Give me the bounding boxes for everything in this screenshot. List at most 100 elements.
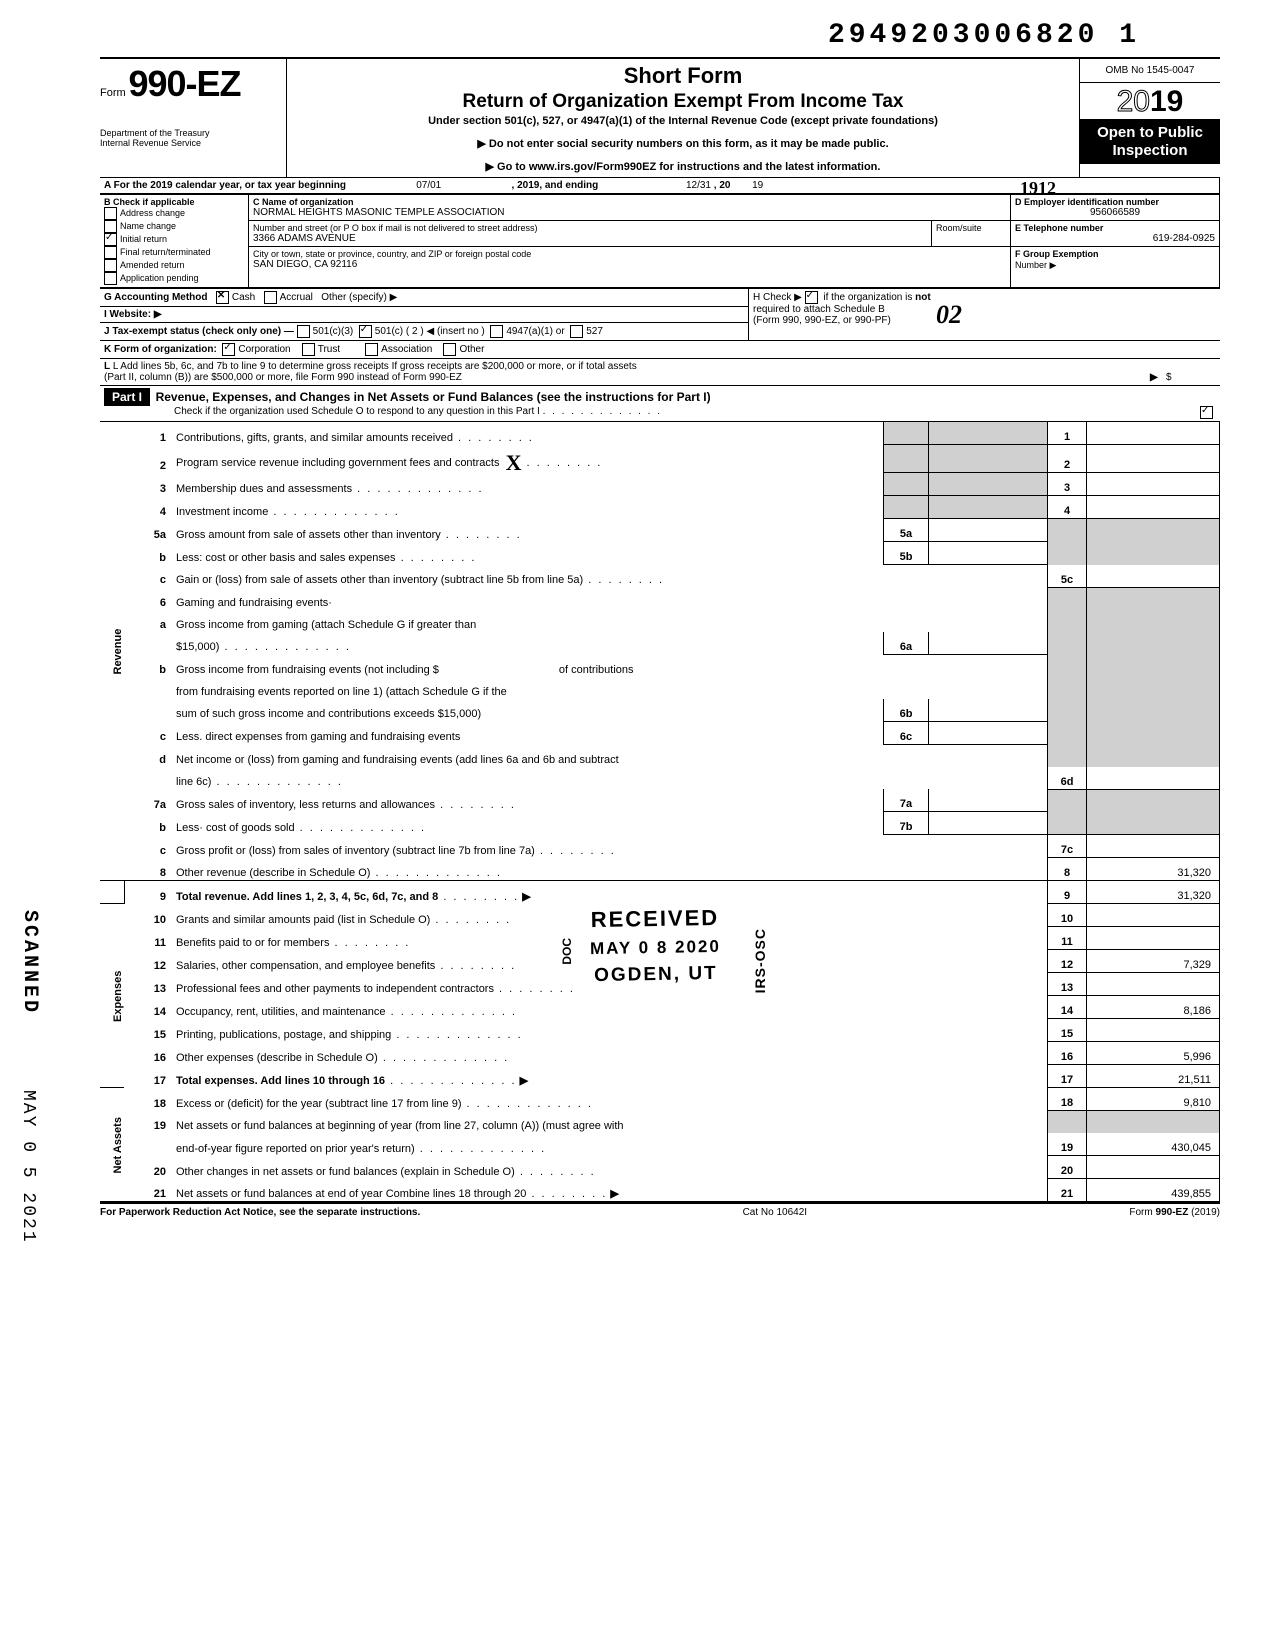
box-e-label: E Telephone number (1015, 223, 1215, 233)
chk-amended-return[interactable] (104, 259, 117, 272)
stamp-side-right: IRS-OSC (752, 928, 768, 993)
lbl-501c-suffix: ) ◀ (insert no ) (420, 326, 484, 337)
vert-expenses: Expenses (100, 904, 124, 1088)
open-line1: Open to Public (1082, 124, 1218, 142)
chk-final-return[interactable] (104, 246, 117, 259)
chk-schedule-b[interactable] (805, 291, 818, 304)
chk-schedule-o-part1[interactable] (1200, 406, 1213, 419)
chk-trust[interactable] (302, 343, 315, 356)
ssn-warning: ▶ Do not enter social security numbers o… (297, 137, 1069, 150)
v21: 439,855 (1087, 1179, 1220, 1203)
page-footer: For Paperwork Reduction Act Notice, see … (100, 1203, 1220, 1218)
chk-address-change[interactable] (104, 207, 117, 220)
footer-left: For Paperwork Reduction Act Notice, see … (100, 1207, 420, 1218)
box-c-street-label: Number and street (or P O box if mail is… (253, 223, 927, 233)
l6d2: line 6c) (176, 776, 211, 788)
l19a: Net assets or fund balances at beginning… (176, 1120, 624, 1132)
chk-cash[interactable] (216, 291, 229, 304)
footer-right-form: 990-EZ (1156, 1207, 1189, 1218)
l16: Other expenses (describe in Schedule O) (176, 1052, 378, 1064)
l2: Program service revenue including govern… (176, 457, 499, 469)
l6: Gaming and fundraising events· (176, 597, 332, 609)
street-value: 3366 ADAMS AVENUE (253, 233, 927, 244)
line-h-2: if the organization is (823, 292, 912, 303)
l18: Excess or (deficit) for the year (subtra… (176, 1098, 462, 1110)
line-l-arrow: ▶ (1150, 372, 1158, 383)
line-a-end-m: 12/31 (601, 180, 711, 191)
chk-other-org[interactable] (443, 343, 456, 356)
l14: Occupancy, rent, utilities, and maintena… (176, 1006, 386, 1018)
handwritten-x-icon: X (506, 450, 522, 476)
vert-revenue: Revenue (100, 422, 124, 881)
l6b2: from fundraising events reported on line… (176, 686, 507, 698)
l6b1: Gross income from fundraising events (no… (176, 664, 439, 676)
v14: 8,186 (1087, 996, 1220, 1019)
tax-year: 2019 (1080, 83, 1220, 120)
chk-corp[interactable] (222, 343, 235, 356)
chk-assoc[interactable] (365, 343, 378, 356)
chk-501c[interactable] (359, 325, 372, 338)
lines-table: Revenue 1Contributions, gifts, grants, a… (100, 422, 1220, 1203)
chk-initial-return[interactable] (104, 233, 117, 246)
form-prefix: Form (100, 87, 126, 99)
l1: Contributions, gifts, grants, and simila… (176, 432, 453, 444)
dots-icon (543, 406, 662, 417)
part1-label: Part I (104, 388, 150, 406)
box-f-label2: Number ▶ (1015, 260, 1056, 270)
lbl-501c-num: 2 (412, 326, 418, 337)
title-short-form: Short Form (297, 63, 1069, 89)
l19b: end-of-year figure reported on prior yea… (176, 1143, 415, 1155)
l6c: Less. direct expenses from gaming and fu… (176, 731, 460, 743)
handwritten-1912: 1912 (1020, 178, 1056, 199)
l21: Net assets or fund balances at end of ye… (176, 1188, 526, 1200)
header-left: Form 990-EZ Department of the Treasury I… (100, 59, 287, 177)
l5a: Gross amount from sale of assets other t… (176, 529, 441, 541)
lbl-initial-return: Initial return (120, 234, 167, 244)
year-bold: 19 (1150, 85, 1183, 118)
box-b-header: B Check if applicable (104, 197, 244, 207)
lbl-assoc: Association (381, 344, 432, 355)
v17: 21,511 (1087, 1065, 1220, 1088)
l6a1: Gross income from gaming (attach Schedul… (176, 619, 476, 631)
chk-4947[interactable] (490, 325, 503, 338)
part1-title: Revenue, Expenses, and Changes in Net As… (156, 390, 711, 404)
v8: 31,320 (1087, 858, 1220, 881)
l11: Benefits paid to or for members (176, 937, 329, 949)
footer-right-year: (2019) (1191, 1207, 1220, 1218)
line-h-not: not (915, 292, 931, 303)
box-c-city-label: City or town, state or province, country… (253, 249, 1006, 259)
line-l-dollar: $ (1166, 372, 1172, 383)
goto-line: ▶ Go to www.irs.gov/Form990EZ for instru… (297, 160, 1069, 173)
lbl-accrual: Accrual (280, 292, 313, 303)
part1-header: Part I Revenue, Expenses, and Changes in… (100, 385, 1220, 422)
chk-501c3[interactable] (297, 325, 310, 338)
l7a: Gross sales of inventory, less returns a… (176, 799, 435, 811)
l7b: Less· cost of goods sold (176, 822, 295, 834)
scanned-label: SCANNED (18, 910, 41, 1015)
line-a-end-y: 19 (733, 180, 763, 191)
chk-accrual[interactable] (264, 291, 277, 304)
l6d1: Net income or (loss) from gaming and fun… (176, 754, 619, 766)
box-c-room-label: Room/suite (936, 223, 1006, 233)
dept-irs: Internal Revenue Service (100, 139, 280, 149)
lbl-name-change: Name change (120, 221, 176, 231)
lbl-501c: 501(c) ( (375, 326, 409, 337)
l7c: Gross profit or (loss) from sales of inv… (176, 845, 535, 857)
part1-check-line: Check if the organization used Schedule … (174, 406, 540, 417)
line-a-label: A For the 2019 calendar year, or tax yea… (104, 180, 346, 191)
vert-netassets: Net Assets (100, 1088, 124, 1203)
open-to-public: Open to Public Inspection (1080, 120, 1220, 164)
chk-application-pending[interactable] (104, 272, 117, 285)
omb-number: OMB No 1545-0047 (1080, 59, 1220, 83)
line-g-label: G Accounting Method (104, 292, 208, 303)
l5b: Less: cost or other basis and sales expe… (176, 552, 396, 564)
line-a-suffix: , 20 (714, 180, 731, 191)
v18: 9,810 (1087, 1088, 1220, 1111)
line-l-1: L Add lines 5b, 6c, and 7b to line 9 to … (113, 361, 637, 372)
header-center: Short Form Return of Organization Exempt… (287, 59, 1079, 177)
lbl-application-pending: Application pending (120, 273, 199, 283)
line-a-begin: 07/01 (349, 180, 509, 191)
chk-527[interactable] (570, 325, 583, 338)
form-number: 990-EZ (128, 63, 240, 104)
v19: 430,045 (1087, 1133, 1220, 1156)
